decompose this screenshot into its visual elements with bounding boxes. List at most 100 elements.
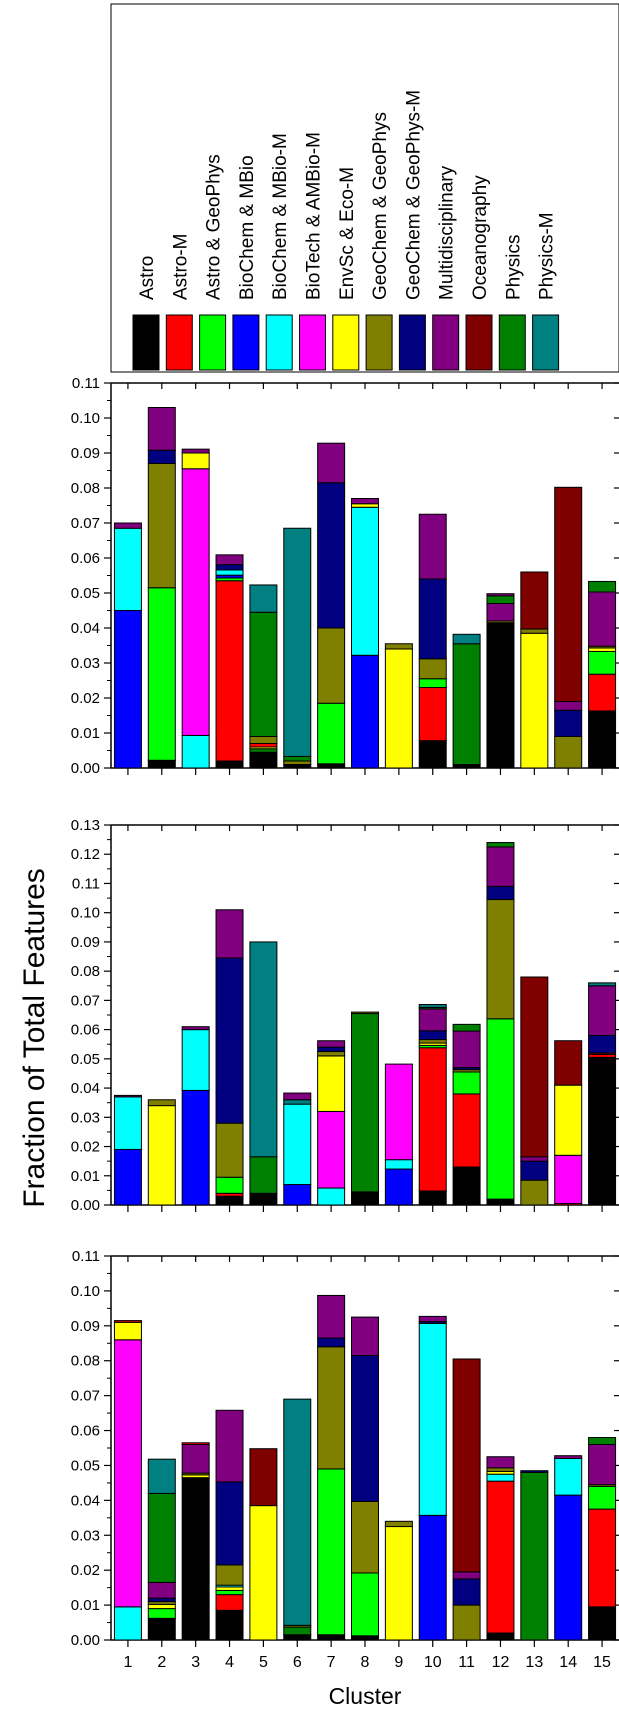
bar-segment [418, 513, 447, 580]
bar-segment [520, 1179, 549, 1206]
bar-segment [554, 486, 583, 702]
bar-segment [418, 1315, 447, 1323]
bar-segment [384, 648, 413, 769]
bar-segment [588, 1034, 617, 1054]
bar-segment [317, 1051, 346, 1057]
y-tick-label: 0.07 [71, 1388, 100, 1405]
bar-segment [452, 764, 481, 769]
bar-segment [486, 1456, 515, 1469]
legend-label: Physics-M [537, 212, 558, 300]
bar-segment [452, 1578, 481, 1606]
bar-segment [351, 1013, 379, 1193]
bar-segment [486, 1473, 515, 1482]
bar-segment [181, 448, 210, 454]
y-tick-label: 0.03 [71, 1527, 100, 1544]
bar-segment [181, 1089, 210, 1206]
chart-panel-top: 0.00 0.01 0.02 0.03 0.04 0.05 0.06 0.07 0.08 0.09… [71, 375, 619, 777]
y-tick-label: 0.06 [71, 550, 100, 567]
bar-segment [452, 1071, 481, 1095]
bar-segment [418, 1039, 447, 1044]
bar-segment [283, 764, 312, 769]
chart-panel-middle: 0.00 0.01 0.02 0.03 0.04 0.05 0.06 0.07 0.08 0.09… [71, 817, 619, 1214]
bar-segment [452, 1358, 481, 1573]
x-tick-label: 13 [525, 1654, 543, 1671]
legend-swatch [465, 314, 493, 371]
legend-frame [110, 3, 619, 373]
bar-segment [283, 1398, 312, 1626]
bar-segment [588, 1606, 617, 1641]
bar-segment [113, 1094, 142, 1098]
bar-segment [215, 569, 244, 576]
x-tick-label: 3 [191, 1654, 200, 1671]
bar-segment [249, 611, 278, 737]
bar-segment [283, 527, 312, 757]
bar-segment [181, 1026, 210, 1031]
y-tick-label: 0.09 [71, 934, 100, 951]
bar-segment [317, 1046, 346, 1053]
bar-segment [113, 1606, 142, 1641]
legend-swatch [398, 314, 426, 371]
bar-segment [181, 468, 210, 736]
y-tick-label: 0.03 [71, 655, 100, 672]
bar-segment [486, 885, 515, 901]
bar-segment [215, 957, 244, 1124]
bar-segment [317, 1337, 346, 1348]
bar-segment [418, 578, 447, 660]
bar-segment [520, 628, 549, 634]
y-tick-label: 0.00 [71, 760, 100, 777]
bar-segment [249, 1448, 278, 1507]
bar-segment [249, 1156, 278, 1194]
bar-segment [486, 1467, 515, 1472]
bar-segment [418, 1030, 447, 1041]
y-tick-label: 0.11 [72, 375, 100, 392]
bar-segment [215, 1589, 244, 1596]
bar-segment [181, 1442, 210, 1446]
bar-segment [215, 1594, 244, 1611]
bar-segment [588, 591, 617, 647]
bar-segment [283, 1634, 312, 1641]
bar-segment [588, 1508, 617, 1608]
y-tick-label: 0.11 [72, 875, 100, 892]
bar-segment [418, 740, 447, 769]
y-tick-label: 0.01 [71, 1597, 100, 1614]
bar-segment [520, 1156, 549, 1162]
bar-segment [418, 1008, 447, 1032]
bar-segment [486, 1198, 515, 1206]
bar-segment [317, 1346, 346, 1470]
bar-segment [113, 610, 142, 769]
bar-segment [351, 503, 379, 508]
bar-segment [215, 1195, 244, 1206]
y-tick-label: 0.09 [71, 1318, 100, 1335]
bar-segment [554, 709, 583, 737]
bar-segment [520, 1471, 549, 1641]
bar-segment [588, 1056, 617, 1206]
bar-segment [283, 1099, 312, 1105]
bar-segment [486, 595, 515, 604]
bar-segment [418, 1003, 447, 1008]
bar-segment [351, 1011, 379, 1015]
legend-label: Multidisciplinary [437, 165, 458, 300]
bar-segment [418, 658, 447, 680]
bar-segment [249, 941, 278, 1158]
bar-segment [384, 1159, 413, 1170]
bar-segment [317, 1040, 346, 1048]
y-tick-label: 0.08 [71, 963, 100, 980]
bar-segment [215, 1409, 244, 1483]
bar-segment [283, 1184, 312, 1206]
bar-segment [283, 1103, 312, 1186]
x-tick-label: 2 [157, 1654, 166, 1671]
y-tick-label: 0.07 [71, 992, 100, 1009]
bar-segment [147, 587, 176, 761]
bar-segment [384, 643, 413, 650]
bar-segment [588, 580, 617, 593]
bar-segment [317, 702, 346, 765]
bar-segment [554, 1084, 583, 1156]
bar-segment [486, 1480, 515, 1634]
bar-segment [317, 763, 346, 769]
bar-segment [317, 1468, 346, 1636]
bar-segment [317, 1055, 346, 1112]
bar-segment [520, 976, 549, 1158]
y-tick-label: 0.08 [71, 480, 100, 497]
legend-swatch [132, 314, 160, 371]
bar-segment [588, 985, 617, 1036]
